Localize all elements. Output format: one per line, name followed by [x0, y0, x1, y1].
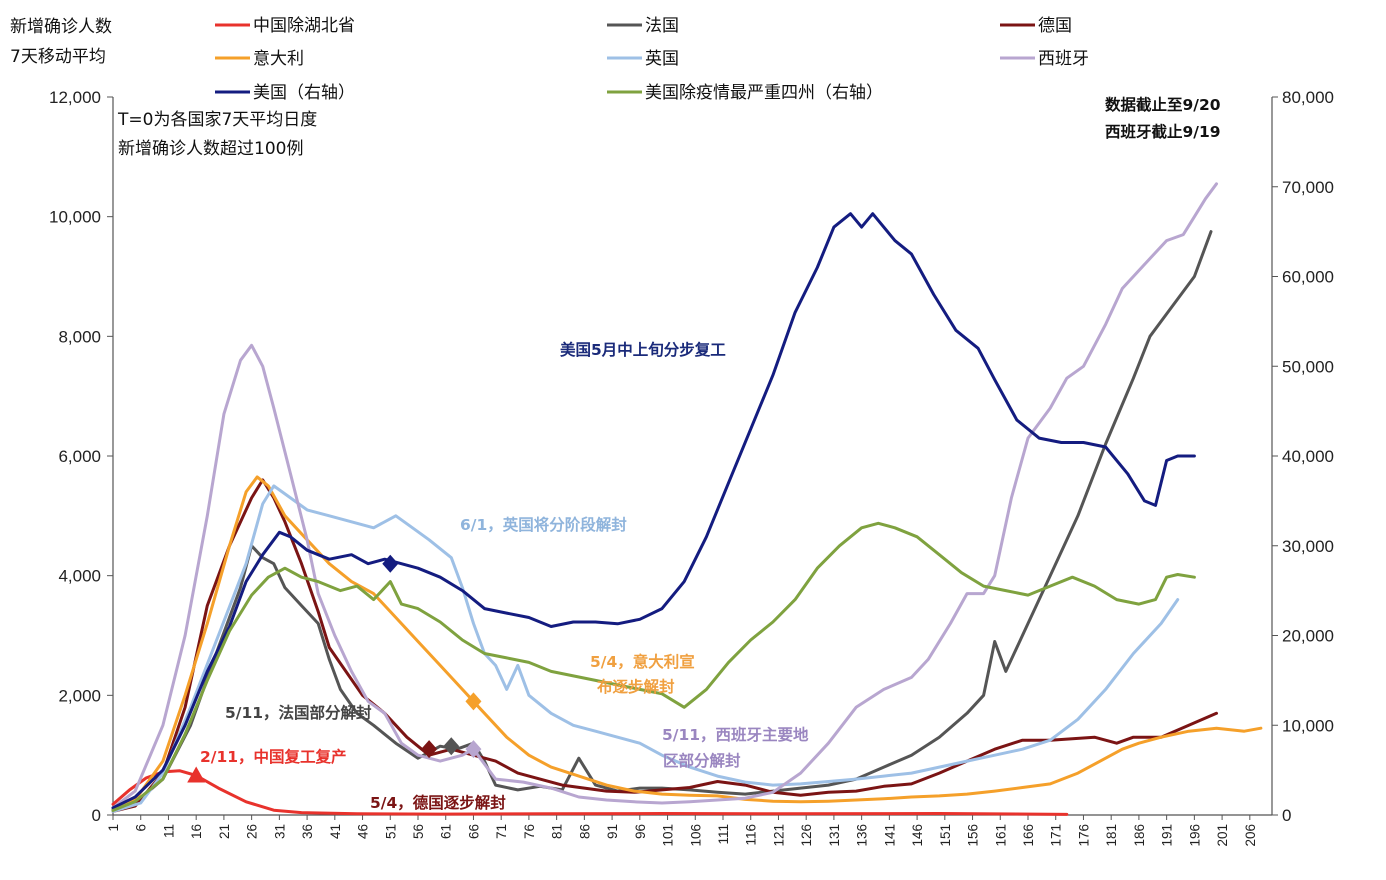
- series-line-3: [111, 475, 1263, 812]
- marker-us: [382, 554, 399, 573]
- right-tick-label: 20,000: [1282, 627, 1334, 646]
- x-tick-label: 196: [1187, 824, 1202, 847]
- x-tick-label: 71: [494, 824, 509, 839]
- x-tick-label: 86: [577, 824, 592, 839]
- x-tick-label: 101: [661, 824, 676, 847]
- x-tick-label: 81: [550, 824, 565, 839]
- x-tick-label: 56: [411, 824, 426, 839]
- annotation-france-reopen: 5/11，法国部分解封: [225, 703, 372, 722]
- series-line-7: [111, 521, 1196, 812]
- x-tick-label: 146: [910, 824, 925, 847]
- x-tick-label: 141: [882, 824, 897, 847]
- legend-label-uk: 英国: [645, 49, 679, 69]
- legend-label-us-ex4: 美国除疫情最严重四州（右轴）: [645, 83, 883, 103]
- left-tick-label: 12,000: [49, 88, 101, 107]
- x-tick-label: 11: [161, 824, 176, 838]
- x-tick-label: 36: [300, 824, 315, 839]
- x-tick-label: 26: [245, 824, 260, 839]
- right-tick-label: 70,000: [1282, 178, 1334, 197]
- annotation-spain-reopen-2: 区部分解封: [663, 751, 741, 770]
- legend-label-italy: 意大利: [253, 49, 304, 69]
- marker-germany: [421, 740, 438, 759]
- x-tick-label: 131: [827, 824, 842, 847]
- legend-label-us: 美国（右轴）: [253, 83, 355, 103]
- annotation-germany-reopen: 5/4，德国逐步解封: [370, 793, 506, 812]
- annotation-spain-reopen-1: 5/11，西班牙主要地: [662, 725, 809, 744]
- series-line-5: [111, 182, 1218, 810]
- x-tick-label: 21: [217, 824, 232, 839]
- series-line-6: [111, 212, 1196, 810]
- x-tick-label: 51: [383, 824, 398, 839]
- x-tick-label: 151: [938, 824, 953, 847]
- note-line-1: T=0为各国家7天平均日度: [117, 110, 317, 130]
- annotation-italy-reopen-2: 布逐步解封: [597, 677, 675, 696]
- legend-label-germany: 德国: [1038, 16, 1072, 36]
- left-tick-label: 0: [92, 806, 101, 825]
- x-tick-label: 66: [466, 824, 481, 839]
- right-tick-label: 0: [1282, 806, 1291, 825]
- left-tick-label: 10,000: [49, 208, 101, 227]
- x-tick-label: 96: [633, 824, 648, 839]
- x-tick-label: 126: [799, 824, 814, 847]
- x-tick-label: 161: [993, 824, 1008, 847]
- cutoff-line-2: 西班牙截止9/19: [1105, 122, 1221, 141]
- x-tick-label: 16: [189, 824, 204, 839]
- marker-spain: [465, 740, 482, 759]
- x-tick-label: 166: [1021, 824, 1036, 847]
- x-tick-label: 111: [716, 824, 731, 845]
- legend-label-spain: 西班牙: [1038, 49, 1089, 69]
- x-tick-label: 156: [966, 824, 981, 847]
- series-group: [111, 182, 1263, 816]
- x-tick-label: 121: [771, 824, 786, 847]
- x-tick-label: 76: [522, 824, 537, 839]
- marker-france: [443, 737, 460, 756]
- right-tick-label: 40,000: [1282, 447, 1334, 466]
- left-tick-label: 4,000: [58, 567, 101, 586]
- x-tick-label: 31: [272, 824, 287, 839]
- series-line-1: [111, 230, 1213, 812]
- legend-label-france: 法国: [645, 16, 679, 36]
- x-tick-label: 191: [1160, 824, 1175, 847]
- x-tick-label: 106: [688, 824, 703, 847]
- left-tick-label: 6,000: [58, 447, 101, 466]
- x-tick-label: 171: [1049, 824, 1064, 847]
- corner-label-line-2: 7天移动平均: [10, 47, 106, 67]
- axes-group: 0 2,000 4,000 6,000 8,000 10,000 12,000 0 10,000…: [49, 88, 1334, 847]
- right-tick-label: 30,000: [1282, 537, 1334, 556]
- x-tick-label: 1: [106, 824, 121, 832]
- marker-italy: [465, 692, 482, 711]
- x-tick-label: 6: [134, 824, 149, 832]
- x-tick-label: 61: [439, 824, 454, 839]
- marker-china: [187, 766, 206, 783]
- x-tick-label: 46: [356, 824, 371, 839]
- right-tick-label: 80,000: [1282, 88, 1334, 107]
- x-tick-label: 186: [1132, 824, 1147, 847]
- left-tick-label: 2,000: [58, 686, 101, 705]
- x-tick-label: 176: [1076, 824, 1091, 847]
- right-tick-label: 10,000: [1282, 716, 1334, 735]
- x-tick-label: 206: [1243, 824, 1258, 847]
- legend-label-china: 中国除湖北省: [253, 16, 355, 36]
- x-tick-label: 181: [1104, 824, 1119, 847]
- left-tick-label: 8,000: [58, 327, 101, 346]
- x-tick-label: 201: [1215, 824, 1230, 847]
- right-tick-label: 60,000: [1282, 268, 1334, 287]
- note-line-2: 新增确诊人数超过100例: [118, 139, 303, 159]
- x-tick-label: 136: [855, 824, 870, 847]
- annotation-uk-reopen: 6/1，英国将分阶段解封: [460, 515, 627, 534]
- x-tick-label: 91: [605, 824, 620, 839]
- annotation-us-reopen: 美国5月中上旬分步复工: [560, 340, 726, 359]
- cutoff-line-1: 数据截止至9/20: [1105, 95, 1221, 114]
- annotation-china-resume: 2/11，中国复工复产: [200, 747, 347, 766]
- markers-group: [187, 554, 482, 783]
- right-tick-label: 50,000: [1282, 357, 1334, 376]
- series-line-4: [111, 484, 1180, 813]
- annotation-italy-reopen-1: 5/4，意大利宣: [590, 652, 695, 671]
- x-tick-label: 41: [328, 824, 343, 839]
- labels-group: 新增确诊人数 7天移动平均 T=0为各国家7天平均日度 新增确诊人数超过100例…: [10, 16, 1221, 812]
- corner-label-line-1: 新增确诊人数: [10, 17, 112, 37]
- x-tick-label: 116: [744, 824, 759, 846]
